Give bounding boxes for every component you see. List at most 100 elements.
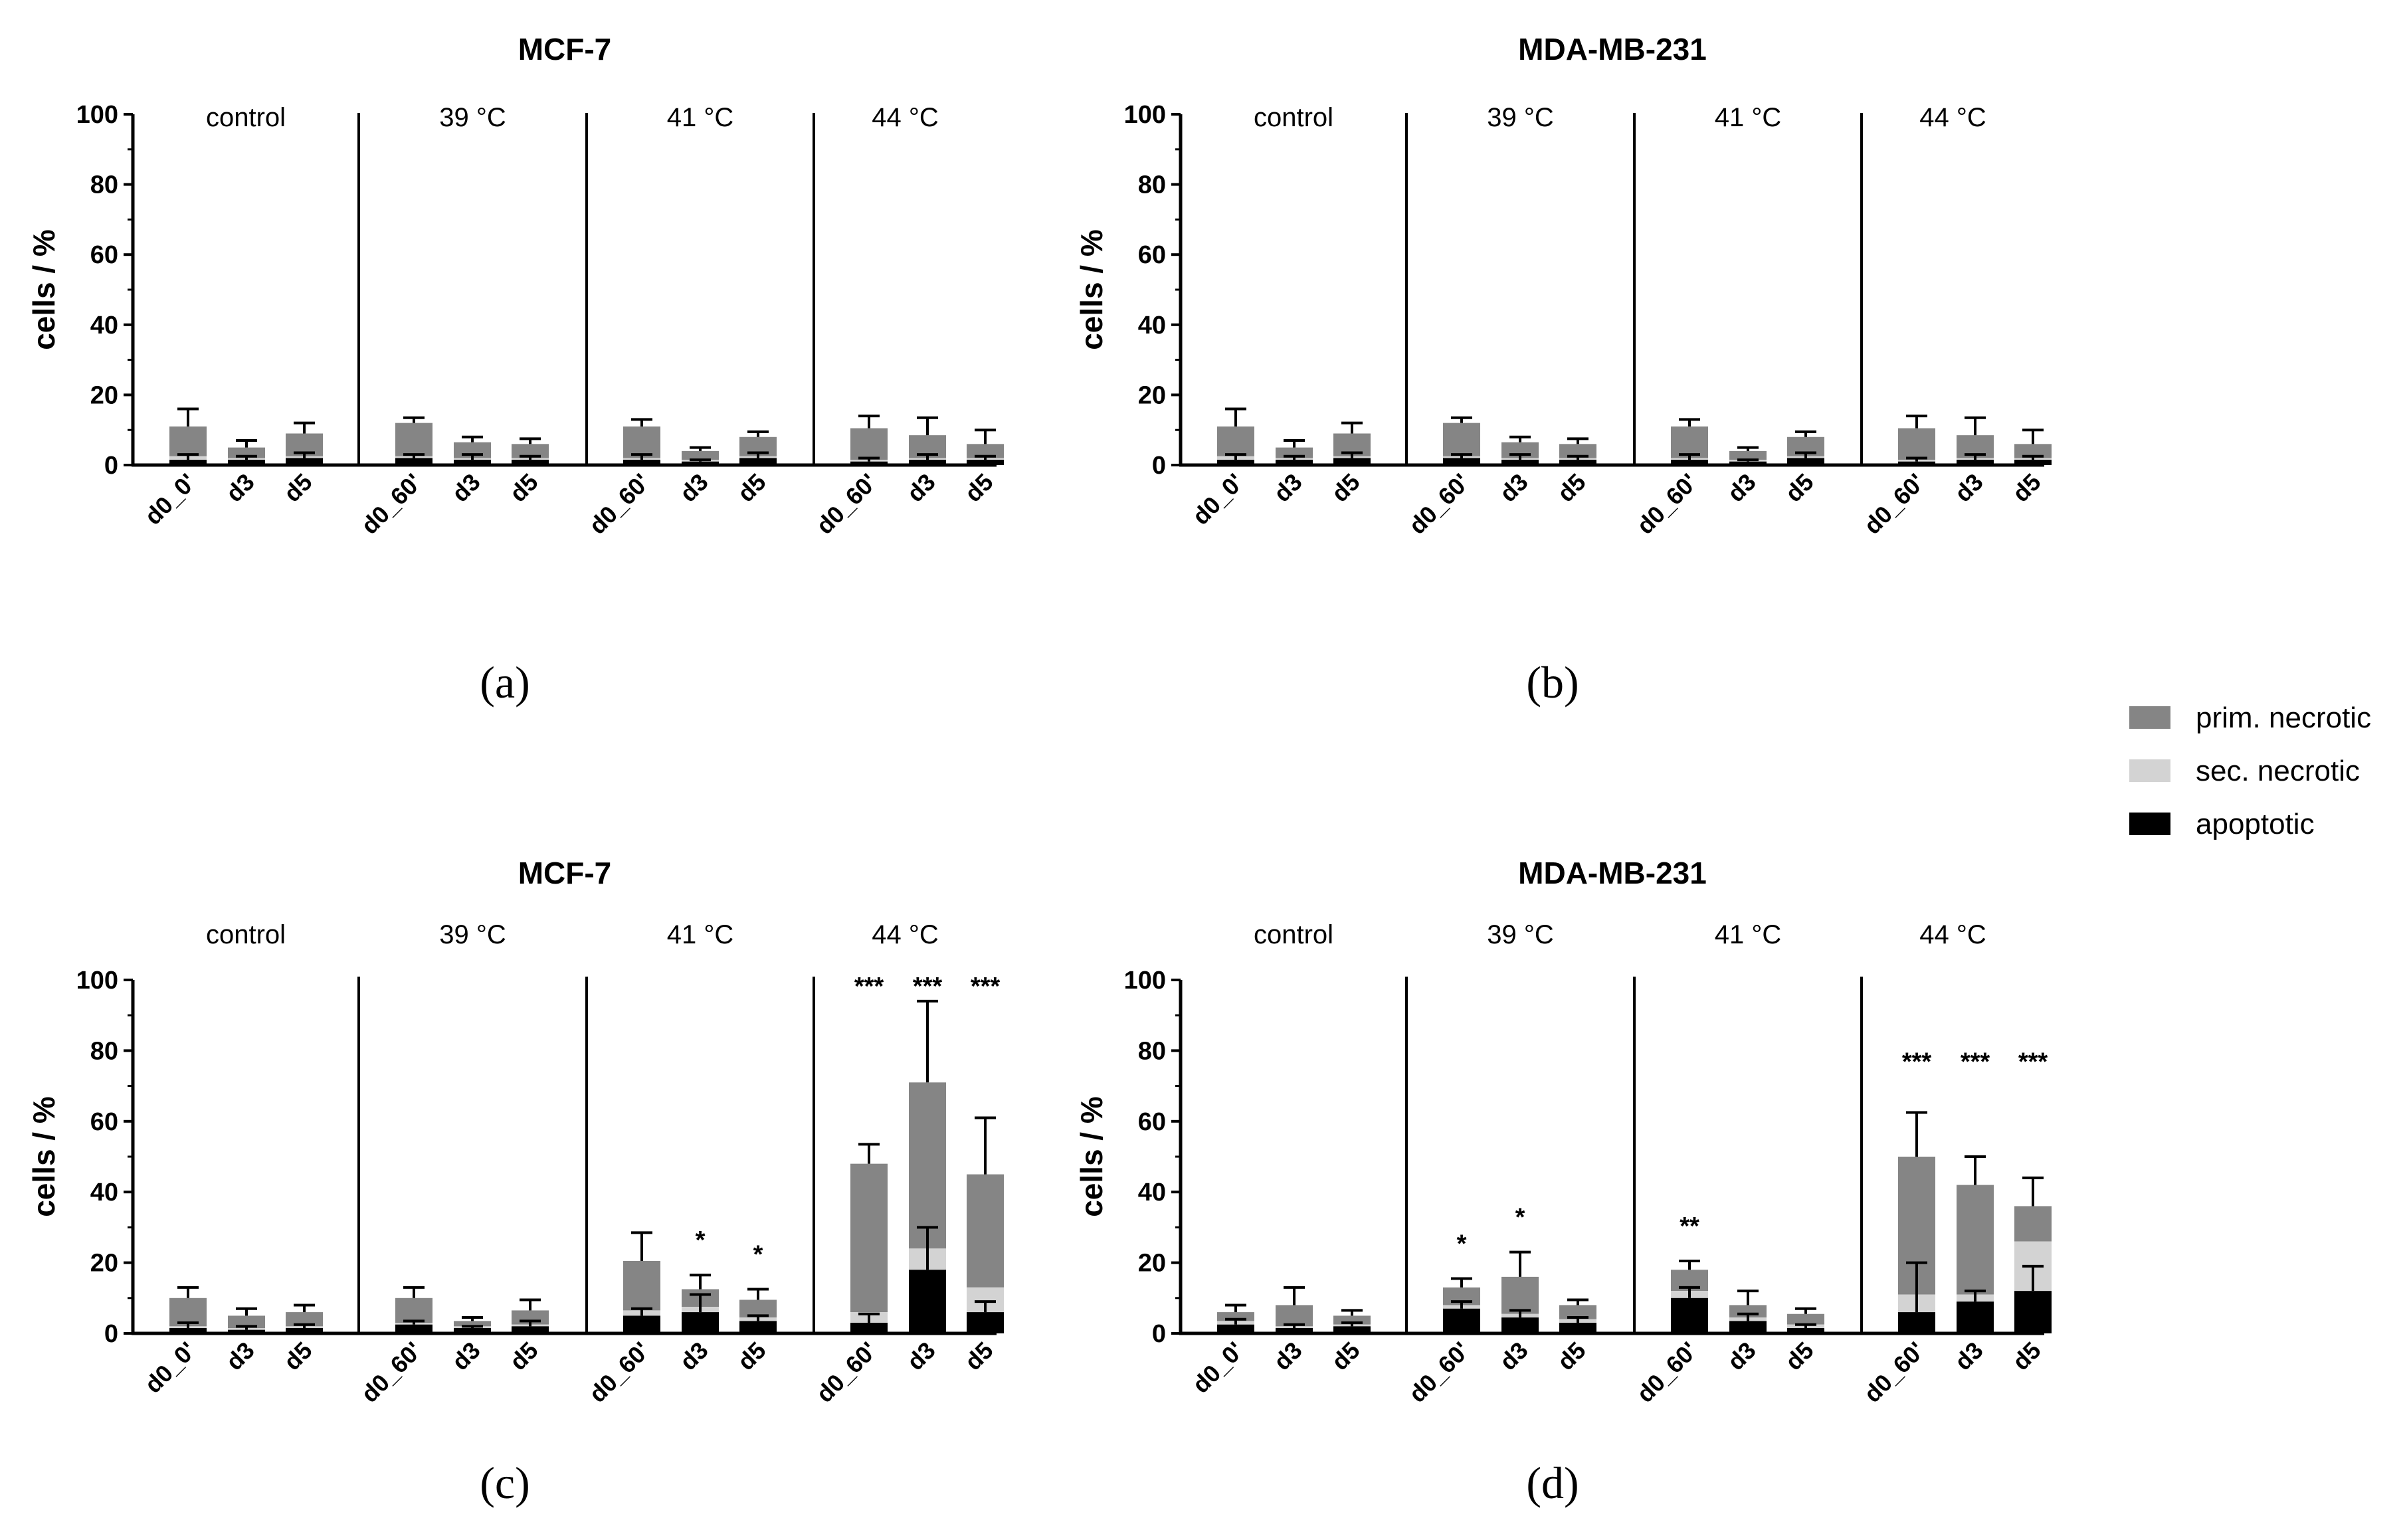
y-tick-label: 40 — [1138, 312, 1166, 339]
bar-prim-necrotic — [1559, 444, 1596, 458]
panel-label: (a) — [480, 657, 529, 708]
bar-apoptotic — [909, 1270, 946, 1333]
x-tick-label: d5 — [959, 1337, 999, 1376]
significance-marker: ** — [1680, 1212, 1699, 1240]
y-tick-label: 100 — [1124, 967, 1166, 995]
bar-apoptotic — [1333, 458, 1371, 465]
bar-apoptotic — [1559, 460, 1596, 465]
x-tick-label: d3 — [221, 468, 260, 508]
y-tick-label: 40 — [90, 1179, 118, 1206]
bar-apoptotic — [1898, 1312, 1935, 1333]
x-tick-label: d3 — [674, 1337, 714, 1376]
x-tick-label: d0_60' — [811, 1337, 882, 1408]
bar-apoptotic — [1443, 458, 1480, 465]
group-label: 41 °C — [1715, 920, 1782, 949]
group-label: 44 °C — [872, 920, 939, 949]
bar-apoptotic — [682, 461, 719, 465]
group-label: 44 °C — [1919, 920, 1986, 949]
y-tick-label: 20 — [90, 1250, 118, 1278]
bar-prim-necrotic — [623, 1260, 660, 1311]
bar-apoptotic — [1671, 460, 1708, 465]
bar-apoptotic — [286, 1328, 323, 1333]
group-label: 39 °C — [1487, 920, 1554, 949]
bar-prim-necrotic — [682, 450, 719, 460]
x-tick-label: d5 — [1326, 468, 1365, 508]
bar-apoptotic — [1957, 460, 1994, 465]
y-axis-label: cells / % — [1074, 1096, 1109, 1217]
chart-title: MCF-7 — [518, 32, 612, 66]
y-tick-label: 20 — [1138, 381, 1166, 409]
group-label: control — [1254, 920, 1333, 949]
y-axis-label: cells / % — [1074, 229, 1109, 350]
y-tick-label: 40 — [90, 312, 118, 339]
bar-prim-necrotic — [850, 1163, 888, 1313]
bar-prim-necrotic — [1559, 1305, 1596, 1319]
bar-prim-necrotic — [2014, 1206, 2052, 1242]
x-tick-label: d5 — [2007, 468, 2046, 508]
chart-title: MDA-MB-231 — [1518, 32, 1707, 66]
bar-prim-necrotic — [1217, 426, 1254, 456]
x-tick-label: d5 — [2007, 1337, 2046, 1376]
bar-prim-necrotic — [1443, 423, 1480, 456]
group-label: control — [206, 920, 286, 949]
bar-prim-necrotic — [2014, 444, 2052, 458]
bar-prim-necrotic — [909, 1082, 946, 1249]
group-label: 41 °C — [1715, 103, 1782, 132]
bar-prim-necrotic — [286, 1312, 323, 1327]
bar-apoptotic — [1501, 1317, 1539, 1333]
bar-apoptotic — [1276, 460, 1313, 465]
chart-title: MDA-MB-231 — [1518, 856, 1707, 890]
y-tick-label: 80 — [90, 171, 118, 199]
bar-apoptotic — [2014, 460, 2052, 465]
panel-label: (d) — [1526, 1458, 1579, 1508]
x-tick-label: d0_60' — [355, 1337, 427, 1408]
significance-marker: * — [1457, 1230, 1467, 1258]
y-tick-label: 0 — [104, 452, 118, 480]
group-label: 39 °C — [1487, 103, 1554, 132]
group-label: 44 °C — [1919, 103, 1986, 132]
bar-apoptotic — [1787, 1328, 1824, 1333]
significance-marker: * — [696, 1226, 706, 1254]
bar-apoptotic — [454, 1328, 491, 1333]
x-tick-label: d0_60' — [1631, 468, 1702, 539]
bar-prim-necrotic — [967, 1174, 1004, 1288]
bar-apoptotic — [512, 460, 549, 465]
bar-apoptotic — [228, 460, 265, 465]
bar-apoptotic — [739, 458, 777, 465]
bar-apoptotic — [228, 1329, 265, 1333]
x-tick-label: d3 — [674, 468, 714, 508]
x-tick-label: d0_60' — [811, 468, 882, 539]
bar-apoptotic — [1217, 1324, 1254, 1333]
bar-prim-necrotic — [395, 1298, 433, 1323]
significance-marker: * — [753, 1241, 763, 1269]
bar-prim-necrotic — [850, 428, 888, 460]
y-tick-label: 60 — [1138, 241, 1166, 269]
x-tick-label: d5 — [1552, 1337, 1591, 1376]
bar-prim-necrotic — [169, 426, 207, 456]
panel-label: (b) — [1526, 657, 1579, 708]
bar-apoptotic — [967, 460, 1004, 465]
bar-prim-necrotic — [512, 444, 549, 458]
bar-apoptotic — [395, 1324, 433, 1333]
x-tick-label: d5 — [732, 1337, 771, 1376]
bar-prim-necrotic — [1787, 1313, 1824, 1325]
bar-prim-necrotic — [1276, 1305, 1313, 1327]
legend-swatch-prim — [2129, 706, 2170, 729]
y-tick-label: 60 — [1138, 1108, 1166, 1136]
x-tick-label: d3 — [1494, 468, 1533, 508]
y-tick-label: 80 — [1138, 1037, 1166, 1065]
bar-apoptotic — [850, 461, 888, 465]
x-tick-label: d5 — [959, 468, 999, 508]
y-axis-label: cells / % — [27, 1096, 61, 1217]
bar-prim-necrotic — [623, 426, 660, 458]
group-label: 39 °C — [439, 920, 506, 949]
y-tick-label: 0 — [1152, 1320, 1166, 1348]
x-tick-label: d3 — [902, 468, 941, 508]
x-tick-label: d0_60' — [1631, 1337, 1702, 1408]
bar-apoptotic — [395, 458, 433, 465]
chart-panel-b: MDA-MB-231 0 20 40 60 80 100 cells / % control d0… — [1074, 32, 2052, 708]
bar-apoptotic — [623, 460, 660, 465]
legend: prim. necrotic sec. necrotic apoptotic — [2129, 702, 2371, 840]
bar-apoptotic — [454, 460, 491, 465]
bar-apoptotic — [1898, 461, 1935, 465]
